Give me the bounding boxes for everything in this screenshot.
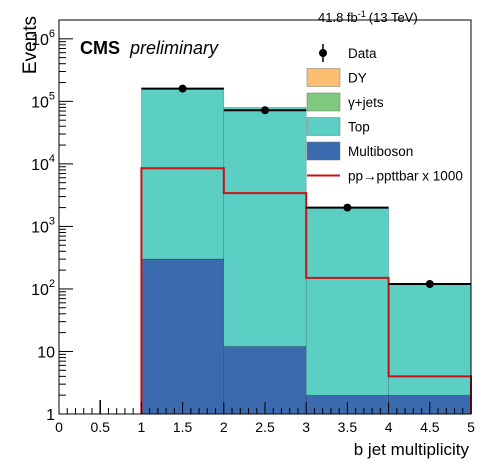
y-tick-base: 10 [31,282,49,299]
lumi-label: 41.8 fb-1 (13 TeV) [318,9,418,25]
legend-swatch [306,68,341,87]
y-tick-base: 10 [31,157,49,174]
x-axis-label: b jet multiplicity [354,440,470,459]
legend-label: Top [348,120,370,135]
data-points-group [99,84,471,414]
legend: Data DY γ+jets Top Multiboson pp→ppttbar x 10… [306,44,463,184]
x-tick-label: 3.5 [338,419,358,435]
cms-extra-label: preliminary [129,38,219,58]
y-tick-label: 106 [31,28,55,49]
x-tick-label: 0 [55,419,63,435]
signal-line [140,167,472,414]
x-tick-label: 5 [467,419,475,435]
signal-line-group [140,167,472,414]
bar-top-bin-2 [305,207,389,396]
x-tick-label: 4 [385,419,393,435]
y-tick-exponent: 2 [49,278,55,290]
x-tick-label: 2.5 [255,419,275,435]
y-tick-label: 1 [46,407,55,424]
legend-label: Data [348,46,377,61]
x-tick-label: 0.5 [90,419,110,435]
data-point [343,203,352,212]
legend-label: DY [348,71,367,86]
y-tick-base: 10 [31,94,49,111]
y-tick-label: 103 [31,215,55,236]
x-tick-label: 4.5 [420,419,440,435]
legend-swatch [306,92,341,112]
x-tick-label: 3 [302,419,310,435]
data-point [261,106,269,115]
lumi-energy: (13 TeV) [369,10,418,25]
legend-swatch [306,141,341,161]
y-tick-base: 10 [31,219,49,236]
y-tick-exponent: 4 [49,153,55,165]
legend-label: γ+jets [348,95,384,110]
bar-top-bin-3 [388,283,472,396]
y-tick-exponent: 6 [49,28,55,40]
y-tick-label: 10 [37,344,55,361]
data-point [178,84,187,93]
cms-label: CMS [80,38,120,58]
y-tick-base: 10 [31,32,49,49]
y-tick-label: 105 [31,90,55,111]
x-tick-label: 2 [220,419,228,435]
bar-top-bin-1 [223,107,307,347]
legend-marker-data [319,49,327,57]
lumi-unit-exponent: -1 [358,9,366,19]
y-tick-label: 104 [31,153,55,174]
data-point [425,279,434,288]
bar-multiboson-bin-0 [141,258,225,415]
legend-swatch [306,117,341,136]
x-tick-label: 1 [138,419,146,435]
x-tick-label: 1.5 [173,419,193,435]
y-tick-exponent: 5 [49,90,55,102]
y-axis-label: Events [20,16,41,74]
y-tick-exponent: 3 [49,215,55,227]
y-tick-label: 102 [31,278,55,299]
lumi-value: 41.8 fb [318,10,358,25]
legend-label: pp→ppttbar x 1000 [348,169,463,184]
bar-top-bin-0 [141,88,225,260]
legend-label: Multiboson [348,144,413,159]
